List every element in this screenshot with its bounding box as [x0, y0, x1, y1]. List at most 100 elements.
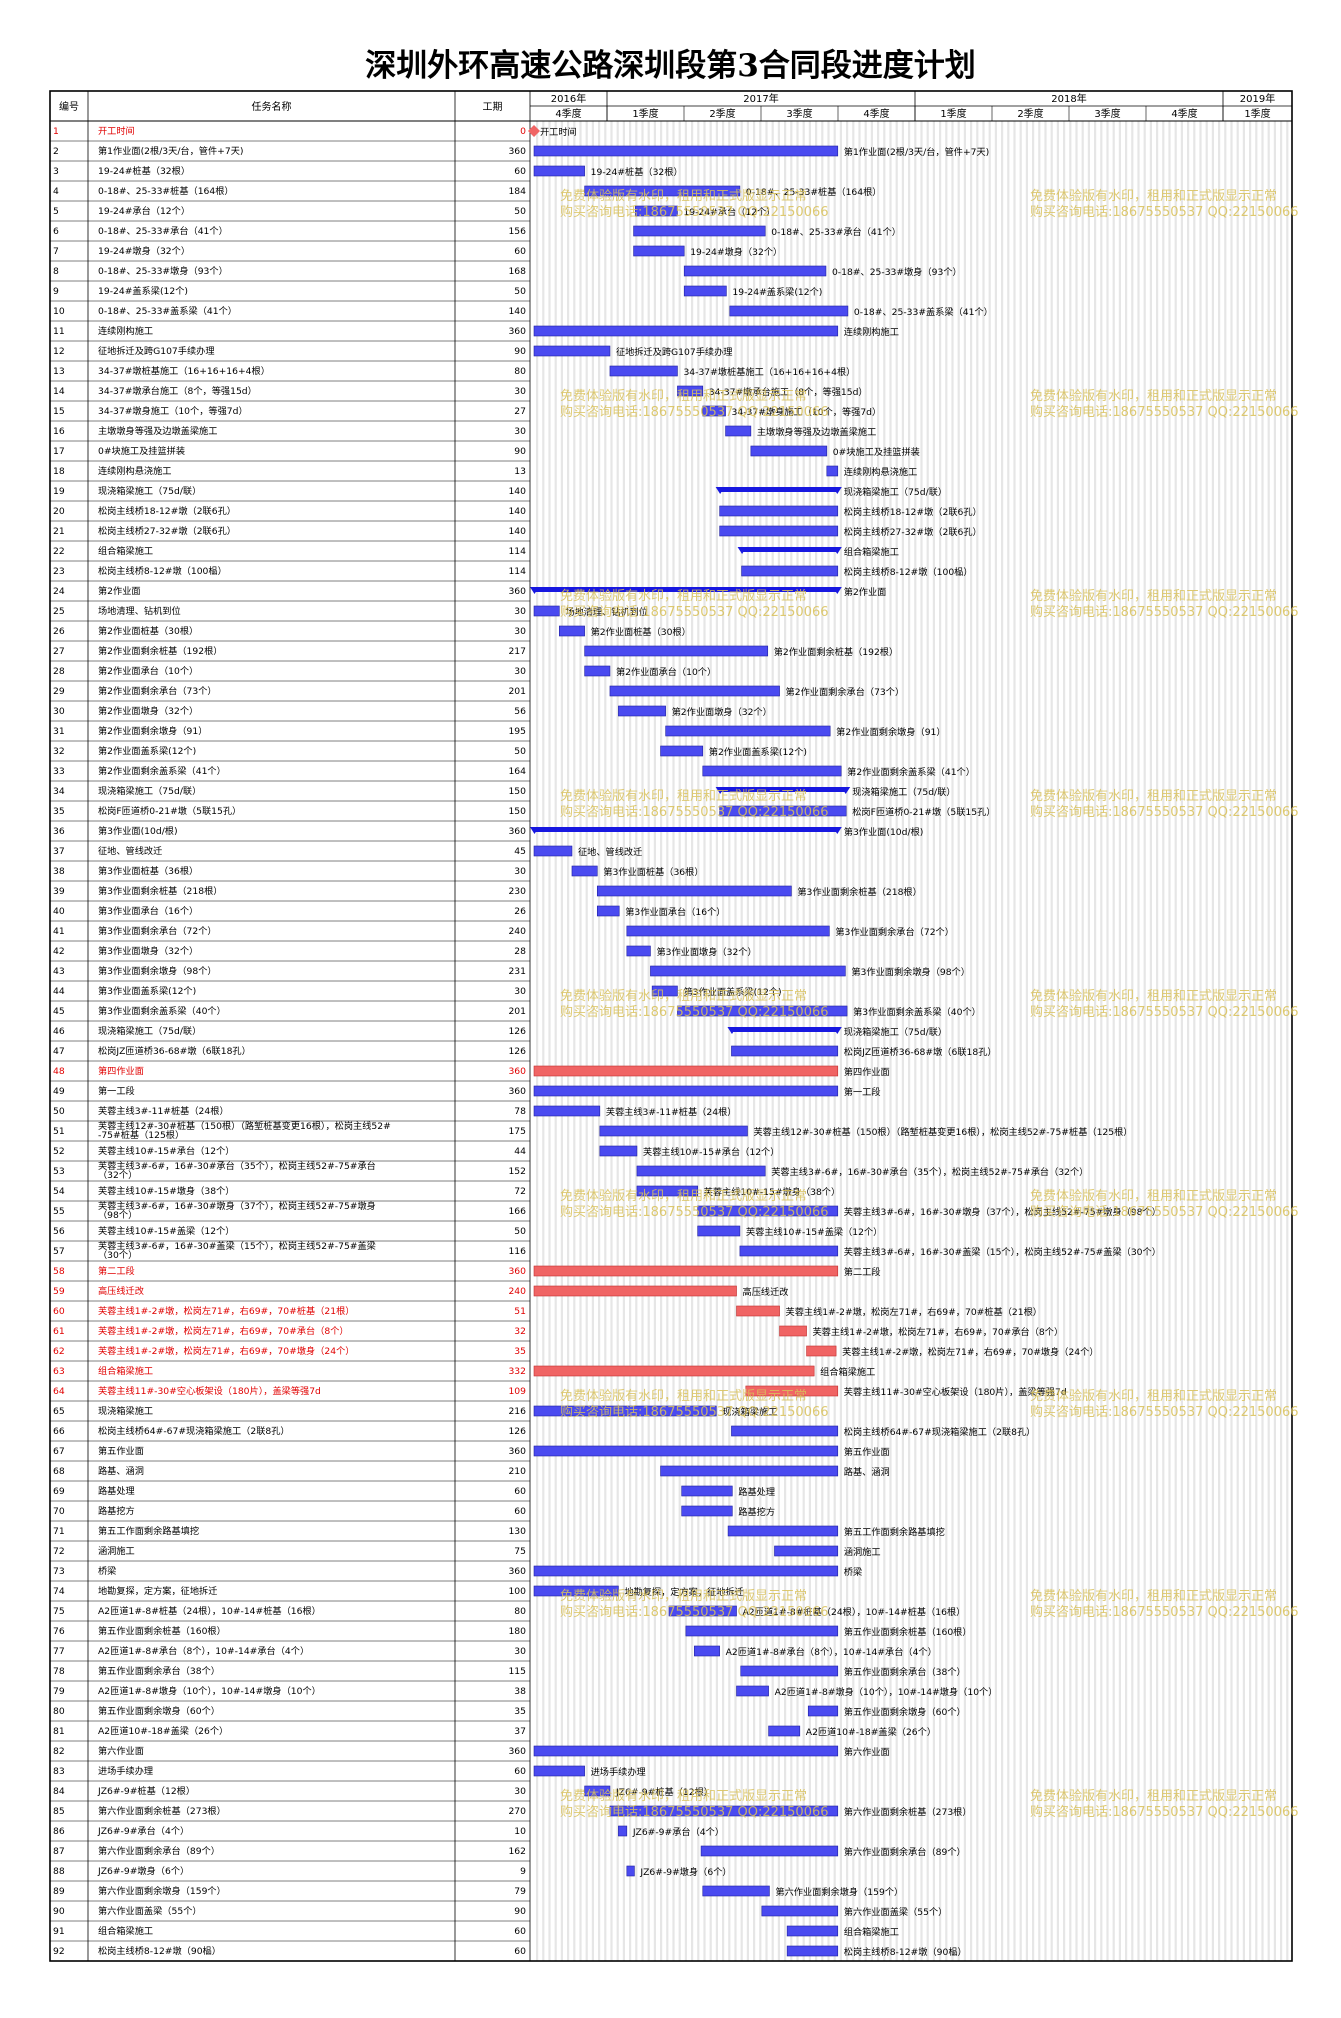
task-duration: 26: [514, 906, 526, 917]
quarter-label: 1季度: [632, 107, 658, 120]
table-row: 1 开工时间 0 开工时间: [50, 125, 577, 142]
table-row: 51 芙蓉主线12#-30#桩基（150根）（路堑桩基变更16根），松岗主线52#…: [50, 1120, 1132, 1142]
task-bar: [774, 1545, 839, 1557]
table-row: 46 现浇箱梁施工（75d/联） 126 现浇箱梁施工（75d/联）: [50, 1025, 947, 1042]
task-duration: 270: [508, 1806, 526, 1817]
summary-bar: [719, 487, 838, 492]
grid-stripe: [728, 121, 731, 1961]
task-name: 松岗主线桥27-32#墩（2联6孔）: [98, 525, 236, 537]
task-name: 0-18#、25-33#承台（41个）: [98, 225, 228, 237]
task-duration: 240: [508, 1286, 526, 1297]
task-id: 82: [53, 1746, 65, 1757]
grid-stripe: [604, 121, 607, 1961]
grid-stripe: [1081, 121, 1084, 1961]
grid-stripe: [1001, 121, 1004, 1961]
task-bar: [533, 1405, 717, 1417]
task-name: 第3作业面盖系梁(12个): [98, 985, 196, 997]
task-name: 第2作业面剩余承台（73个）: [98, 685, 217, 697]
table-row: 86 JZ6#-9#承台（4个） 10 JZ6#-9#承台（4个）: [50, 1825, 724, 1842]
bar-label: 第3作业面(10d/根): [844, 826, 924, 838]
grid-stripe: [833, 121, 836, 1961]
task-name: 34-37#墩桩基施工（16+16+16+4根）: [98, 365, 270, 377]
table-row: 2 第1作业面(2根/3天/台，管件+7天) 360 第1作业面(2根/3天/台，管件…: [50, 145, 989, 162]
column-header-duration: 工期: [483, 101, 503, 113]
table-row: 37 征地、管线改迁 45 征地、管线改迁: [50, 845, 642, 862]
task-name: 第2作业面剩余盖系梁（41个）: [98, 765, 226, 777]
grid-stripe: [697, 121, 700, 1961]
grid-stripe: [678, 121, 681, 1961]
table-row: 27 第2作业面剩余桩基（192根） 217 第2作业面剩余桩基（192根）: [50, 645, 898, 662]
grid-stripe: [957, 121, 960, 1961]
bar-label: 第五作业面剩余墩身（60个）: [844, 1706, 966, 1718]
task-id: 18: [53, 466, 65, 477]
table-row: 34 现浇箱梁施工（75d/联） 150 现浇箱梁施工（75d/联）: [50, 785, 956, 802]
task-id: 79: [53, 1686, 65, 1697]
bar-label: 芙蓉主线1#-2#墩，松岗左71#，右69#，70#墩身（24个）: [842, 1346, 1098, 1358]
summary-bar: [741, 547, 838, 552]
task-id: 11: [53, 326, 65, 337]
grid-stripe: [1236, 121, 1239, 1961]
bar-label: 0-18#、25-33#承台（41个）: [771, 226, 901, 238]
bar-label: 连续刚构施工: [844, 326, 899, 338]
table-row: 17 0#块施工及挂篮拼装 90 0#块施工及挂篮拼装: [50, 445, 920, 462]
table-row: 6 0-18#、25-33#承台（41个） 156 0-18#、25-33#承台（41…: [50, 225, 901, 242]
table-row: 13 34-37#墩桩基施工（16+16+16+4根） 80 34-37#墩桩基施工（…: [50, 365, 855, 382]
bar-label: 第2作业面剩余墩身（91）: [836, 726, 945, 738]
grid-stripe: [802, 121, 805, 1961]
task-id: 2: [53, 146, 59, 157]
table-row: 72 涵洞施工 75 涵洞施工: [50, 1545, 881, 1562]
task-id: 15: [53, 406, 65, 417]
task-name: 芙蓉主线10#-15#墩身（38个）: [98, 1185, 234, 1197]
task-name: 第1作业面(2根/3天/台，管件+7天): [98, 145, 244, 157]
task-id: 85: [53, 1806, 65, 1817]
grid-stripe: [914, 121, 917, 1961]
task-bar: [609, 685, 780, 697]
task-bar: [626, 945, 651, 957]
bar-label: 松岗主线桥18-12#墩（2联6孔）: [844, 506, 982, 518]
table-row: 84 JZ6#-9#桩基（12根） 30 JZ6#-9#桩基（12根）: [50, 1785, 713, 1802]
watermark-text: 免费体验版有水印，租用和正式版显示正常: [560, 1588, 807, 1604]
task-id: 65: [53, 1406, 65, 1417]
table-row: 49 第一工段 360 第一工段: [50, 1085, 881, 1102]
task-name: 芙蓉主线1#-2#墩，松岗左71#，右69#，70#桩基（21根）: [98, 1305, 354, 1317]
bar-label: 现浇箱梁施工（75d/联）: [844, 486, 947, 498]
watermark-text: 免费体验版有水印，租用和正式版显示正常: [1030, 988, 1277, 1004]
task-id: 24: [53, 586, 65, 597]
task-duration: 162: [508, 1846, 526, 1857]
grid-stripe: [870, 121, 873, 1961]
summary-cap: [832, 547, 842, 554]
task-bar: [677, 1005, 848, 1017]
table-row: 5 19-24#承台（12个） 50 19-24#承台（12个）: [50, 205, 775, 222]
task-bar: [533, 165, 585, 177]
task-bar: [677, 385, 704, 397]
task-name: 组合箱梁施工: [98, 1365, 153, 1377]
table-row: 82 第六作业面 360 第六作业面: [50, 1745, 890, 1762]
task-name: 高压线迁改: [98, 1285, 144, 1297]
table-row: 48 第四作业面 360 第四作业面: [50, 1065, 890, 1082]
task-duration: 45: [514, 846, 526, 857]
task-id: 89: [53, 1886, 65, 1897]
task-name: 征地、管线改迁: [98, 845, 162, 857]
task-name: 主墩墩身等强及边墩盖梁施工: [98, 425, 217, 437]
bar-label: 第3作业面墩身（32个）: [656, 946, 756, 958]
task-bar: [599, 1125, 748, 1137]
task-id: 43: [53, 966, 65, 977]
task-duration: 231: [508, 966, 526, 977]
task-id: 70: [53, 1506, 65, 1517]
bar-label: A2匝道1#-8#墩身（10个），10#-14#墩身（10个）: [775, 1686, 998, 1698]
table-row: 79 A2匝道1#-8#墩身（10个），10#-14#墩身（10个） 38 A2匝道1…: [50, 1685, 998, 1702]
task-duration: 90: [514, 446, 526, 457]
grid-stripe: [889, 121, 892, 1961]
task-bar: [665, 725, 831, 737]
table-row: 81 A2匝道10#-18#盖梁（26个） 37 A2匝道10#-18#盖梁（26个）: [50, 1725, 936, 1742]
task-id: 29: [53, 686, 65, 697]
task-name: 组合箱梁施工: [98, 545, 153, 557]
table-row: 88 JZ6#-9#墩身（6个） 9 JZ6#-9#墩身（6个）: [50, 1865, 732, 1882]
summary-cap: [832, 487, 842, 494]
milestone-mark: [528, 125, 540, 137]
watermark-text: 免费体验版有水印，租用和正式版显示正常: [560, 1388, 807, 1404]
summary-cap: [727, 1027, 737, 1034]
task-bar: [584, 645, 769, 657]
task-bar: [660, 745, 704, 757]
task-bar: [584, 1785, 611, 1797]
